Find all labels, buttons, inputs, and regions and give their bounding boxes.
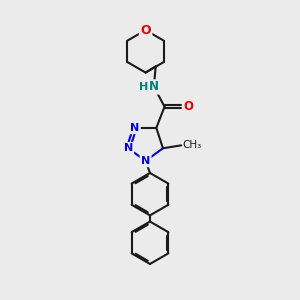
Text: N: N bbox=[141, 156, 150, 166]
Text: H: H bbox=[139, 82, 148, 92]
Text: N: N bbox=[130, 123, 140, 133]
Text: N: N bbox=[124, 143, 133, 153]
Text: N: N bbox=[149, 80, 159, 93]
Text: O: O bbox=[183, 100, 193, 113]
Text: CH₃: CH₃ bbox=[182, 140, 202, 150]
Text: O: O bbox=[140, 24, 151, 37]
